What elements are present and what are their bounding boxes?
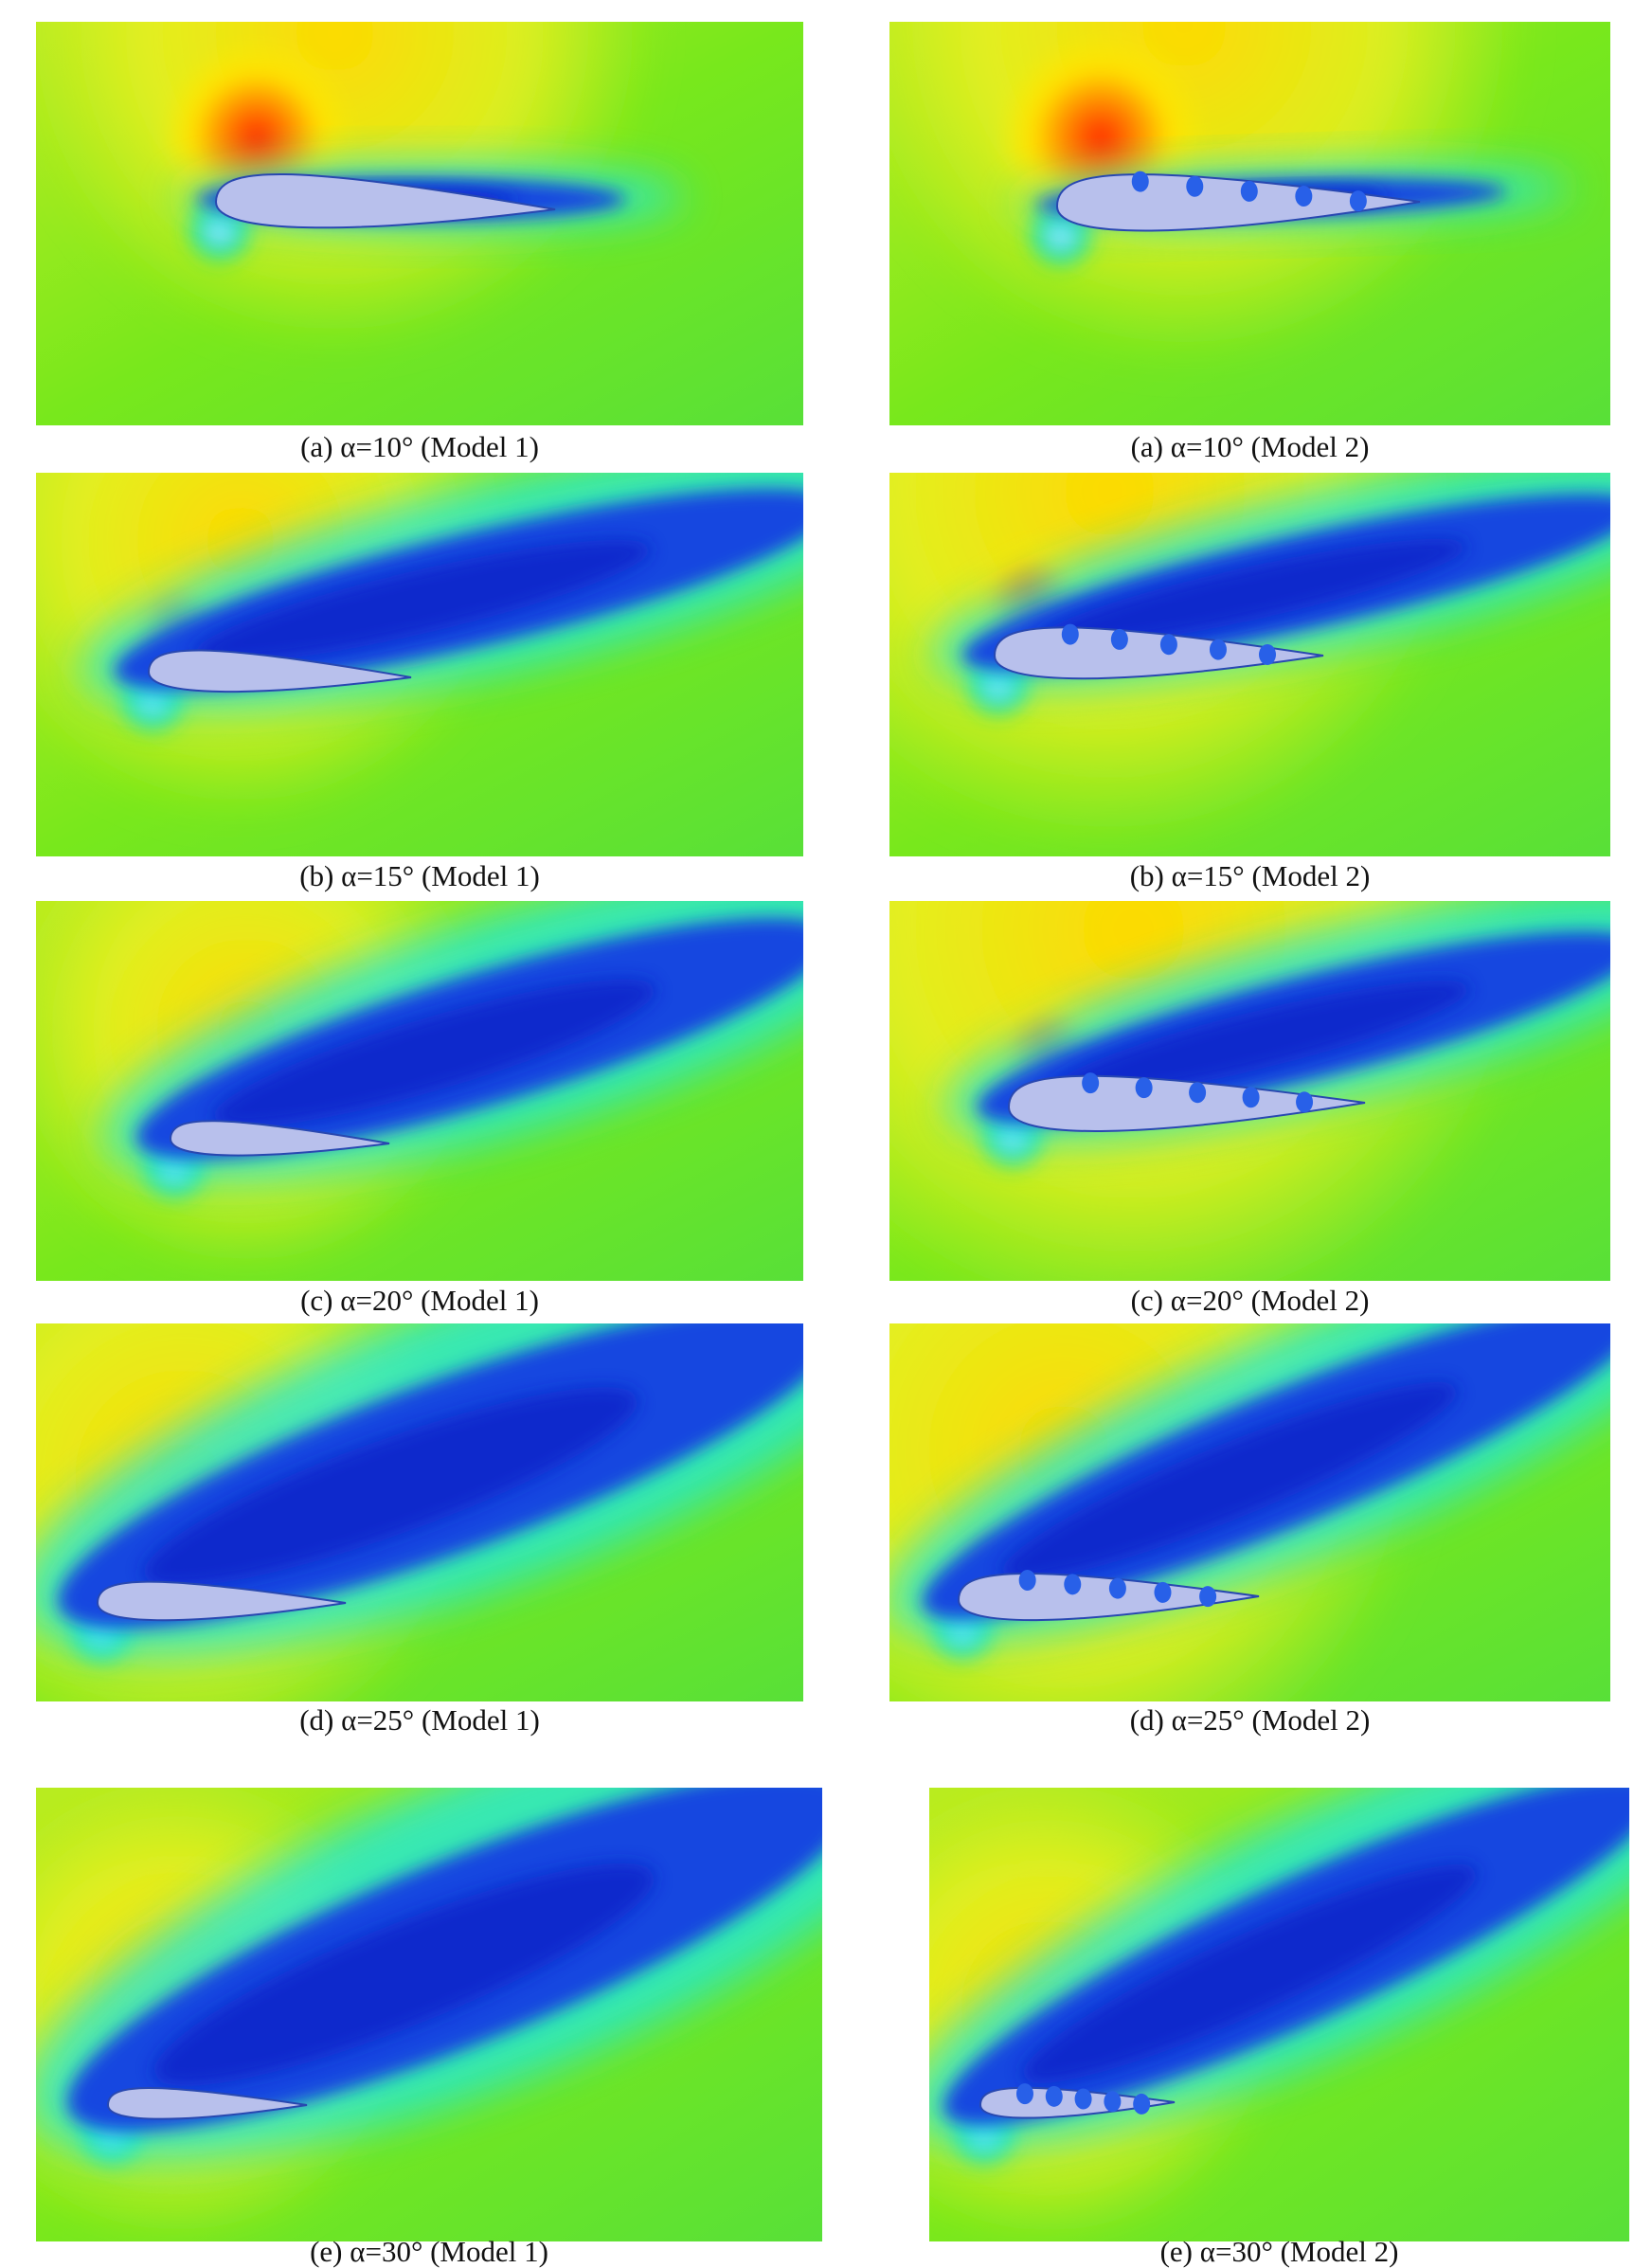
airfoil — [957, 1570, 1260, 1622]
surface-bump — [1131, 171, 1149, 192]
surface-bump — [1104, 2091, 1122, 2113]
surface-bump — [1018, 1570, 1036, 1592]
airfoil — [1055, 171, 1421, 232]
caption: (b) α=15° (Model 1) — [299, 859, 540, 892]
surface-bump — [1186, 175, 1204, 197]
surface-bump — [1110, 628, 1128, 650]
contour-panel — [889, 22, 1610, 425]
airfoil-body — [106, 2087, 308, 2120]
surface-bump — [1159, 634, 1177, 656]
caption: (e) α=30° (Model 1) — [310, 2235, 548, 2268]
surface-bump — [1189, 1082, 1207, 1104]
wake-deep — [1021, 1863, 1478, 2083]
surface-bump — [1064, 1574, 1082, 1595]
caption: (b) α=15° (Model 2) — [1130, 859, 1371, 892]
surface-bump — [1242, 1087, 1260, 1108]
surface-bump — [1349, 190, 1367, 212]
surface-bump — [1045, 2085, 1063, 2107]
airfoil — [1007, 1072, 1366, 1132]
airfoil — [993, 623, 1324, 680]
wake — [929, 1788, 1629, 2149]
surface-bump — [1199, 1586, 1217, 1608]
caption: (c) α=20° (Model 1) — [300, 1284, 539, 1317]
wake — [889, 1323, 1610, 1642]
surface-bump — [1108, 1577, 1126, 1599]
airfoil-body — [214, 172, 556, 229]
airfoil-body — [96, 1580, 347, 1622]
surface-bump — [1135, 1077, 1153, 1099]
surface-bump — [1082, 1072, 1100, 1094]
surface-bump — [1296, 1091, 1314, 1113]
wake-deep — [192, 539, 652, 663]
wake-deep — [153, 1863, 655, 2086]
airfoil — [106, 2087, 308, 2120]
surface-bump — [1259, 643, 1277, 665]
airfoil-body — [169, 1120, 390, 1157]
airfoil — [96, 1580, 347, 1622]
caption: (d) α=25° (Model 2) — [1130, 1703, 1371, 1737]
wake-deep — [143, 1387, 638, 1587]
wake — [930, 473, 1610, 689]
airfoil-body — [1007, 1074, 1366, 1132]
wake — [80, 473, 803, 711]
caption: (d) α=25° (Model 1) — [299, 1703, 540, 1737]
surface-bump — [1154, 1581, 1172, 1603]
caption: (c) α=20° (Model 2) — [1131, 1284, 1370, 1317]
surface-bump — [1015, 2083, 1033, 2105]
wake — [36, 1788, 822, 2163]
surface-bump — [1209, 639, 1227, 660]
wake-deep — [1049, 980, 1471, 1099]
contour-panel — [36, 1323, 803, 1701]
airfoil — [169, 1120, 390, 1157]
surface-bump — [1295, 186, 1313, 207]
wake — [101, 901, 803, 1183]
surface-bump — [1074, 2088, 1092, 2110]
wake — [36, 1323, 803, 1659]
airfoil-body — [147, 649, 412, 693]
contour-panel — [929, 1788, 1629, 2241]
contour-panel — [889, 901, 1610, 1281]
wake-deep — [212, 979, 656, 1128]
caption: (e) α=30° (Model 2) — [1160, 2235, 1399, 2268]
airfoil-body — [1055, 173, 1421, 232]
contour-panel — [889, 1323, 1610, 1701]
surface-bump — [1240, 180, 1258, 202]
contour-panel — [36, 473, 803, 856]
contour-panel — [36, 901, 803, 1281]
surface-bump — [1133, 2093, 1151, 2115]
contour-panel — [36, 22, 803, 425]
caption: (a) α=10° (Model 1) — [300, 430, 539, 463]
caption: (a) α=10° (Model 2) — [1131, 430, 1370, 463]
airfoil — [979, 2083, 1176, 2119]
wake-deep — [1036, 538, 1468, 648]
wake-deep — [1000, 1381, 1459, 1581]
airfoil — [147, 649, 412, 693]
surface-bump — [1061, 623, 1079, 645]
airfoil — [214, 172, 556, 229]
contour-panel — [889, 473, 1610, 856]
contour-panel — [36, 1788, 822, 2241]
